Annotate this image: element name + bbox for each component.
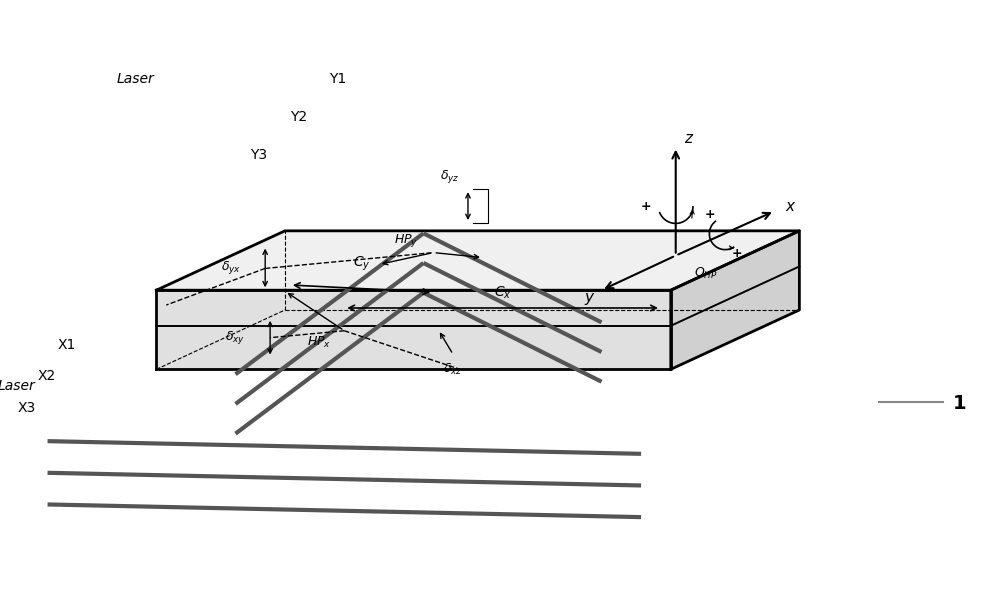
- Text: $\delta_{yx}$: $\delta_{yx}$: [221, 260, 241, 276]
- Text: z: z: [684, 132, 692, 146]
- Text: $C_x$: $C_x$: [494, 285, 511, 301]
- Text: $HP_x$: $HP_x$: [307, 335, 332, 350]
- Text: X2: X2: [38, 369, 56, 383]
- Text: +: +: [705, 207, 716, 221]
- Text: x: x: [785, 199, 794, 213]
- Text: Y2: Y2: [290, 110, 307, 124]
- Text: Laser: Laser: [117, 73, 155, 87]
- Text: X3: X3: [18, 401, 36, 415]
- Text: +: +: [641, 200, 651, 213]
- Text: y: y: [584, 290, 593, 304]
- Text: $O_{HP}$: $O_{HP}$: [694, 266, 717, 281]
- Polygon shape: [156, 231, 799, 290]
- Polygon shape: [156, 290, 671, 370]
- Text: $C_y$: $C_y$: [353, 255, 370, 272]
- Text: Laser: Laser: [0, 379, 36, 393]
- Text: 1: 1: [953, 394, 966, 413]
- Text: Y3: Y3: [250, 148, 267, 162]
- Text: $\delta_{xz}$: $\delta_{xz}$: [443, 362, 463, 377]
- Text: $\delta_{yz}$: $\delta_{yz}$: [440, 168, 460, 185]
- Text: X1: X1: [57, 338, 76, 352]
- Text: $\delta_{xy}$: $\delta_{xy}$: [225, 329, 246, 346]
- Polygon shape: [671, 231, 799, 370]
- Text: +: +: [732, 247, 742, 260]
- Text: Y1: Y1: [329, 73, 347, 87]
- Text: $HP_y$: $HP_y$: [394, 232, 419, 249]
